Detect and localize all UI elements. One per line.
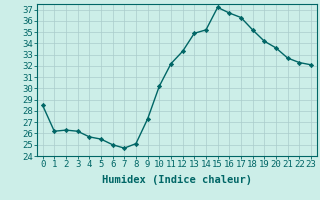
X-axis label: Humidex (Indice chaleur): Humidex (Indice chaleur) xyxy=(102,175,252,185)
